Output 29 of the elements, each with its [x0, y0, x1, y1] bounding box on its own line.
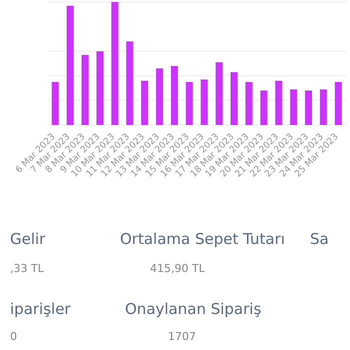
bar — [290, 89, 298, 125]
bar — [52, 82, 59, 125]
bar — [66, 6, 74, 125]
bar — [126, 41, 134, 125]
text: Ortalama Sepet Tutarı — [120, 230, 285, 248]
bar — [96, 51, 104, 125]
text: 415,90 TL — [150, 262, 205, 275]
text: Gelir — [10, 230, 46, 248]
text: 0 — [10, 330, 17, 343]
bar — [186, 82, 193, 125]
bar — [260, 90, 268, 125]
bar — [141, 80, 148, 125]
bar — [334, 82, 342, 125]
bar — [170, 66, 178, 125]
bar — [111, 2, 118, 125]
text: Onaylanan Sipariş — [125, 300, 262, 318]
bar — [275, 80, 282, 125]
bar — [216, 62, 223, 125]
text: iparişler — [10, 300, 71, 318]
text: 1707 — [168, 330, 196, 343]
bar — [82, 54, 89, 125]
bar — [230, 72, 238, 125]
bar — [156, 68, 164, 125]
bar — [305, 90, 312, 125]
bar — [245, 82, 252, 125]
bar — [320, 89, 327, 125]
bar — [200, 79, 208, 125]
text: Sa — [310, 230, 329, 248]
text: ,33 TL — [10, 262, 44, 275]
